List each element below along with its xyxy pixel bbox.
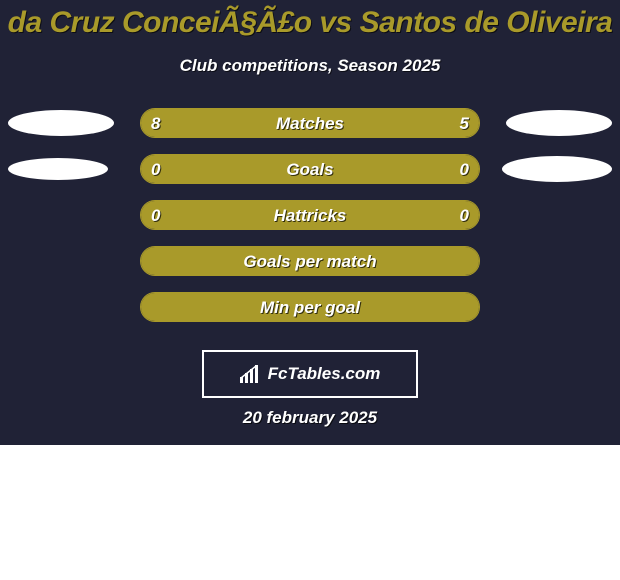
stat-row: Goals per match [0,246,620,276]
page-subtitle: Club competitions, Season 2025 [0,56,620,76]
left-disc [8,110,114,136]
stat-label: Goals [141,155,479,183]
stat-row: 0 0 Goals [0,154,620,184]
stat-label: Matches [141,109,479,137]
page-title: da Cruz ConceiÃ§Ã£o vs Santos de Oliveir… [0,0,620,40]
stat-bar: Min per goal [140,292,480,322]
stat-label: Hattricks [141,201,479,229]
bar-chart-icon [240,365,262,383]
right-disc [506,110,612,136]
stat-label: Min per goal [141,293,479,321]
right-disc [502,156,612,182]
brand-logo-text: FcTables.com [268,364,381,384]
stat-bar: 0 0 Hattricks [140,200,480,230]
brand-logo[interactable]: FcTables.com [202,350,418,398]
stat-rows: 8 5 Matches 0 0 Goals 0 0 Hattricks [0,108,620,322]
stat-bar: Goals per match [140,246,480,276]
comparison-card: da Cruz ConceiÃ§Ã£o vs Santos de Oliveir… [0,0,620,445]
left-disc [8,158,108,180]
stat-row: 0 0 Hattricks [0,200,620,230]
stat-bar: 0 0 Goals [140,154,480,184]
date-text: 20 february 2025 [0,408,620,428]
stat-bar: 8 5 Matches [140,108,480,138]
stat-label: Goals per match [141,247,479,275]
stat-row: 8 5 Matches [0,108,620,138]
stat-row: Min per goal [0,292,620,322]
